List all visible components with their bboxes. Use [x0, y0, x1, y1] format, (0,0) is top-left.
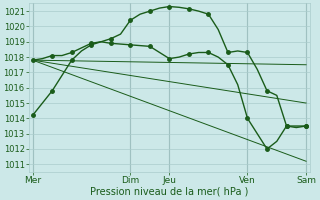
X-axis label: Pression niveau de la mer( hPa ): Pression niveau de la mer( hPa ): [90, 187, 249, 197]
